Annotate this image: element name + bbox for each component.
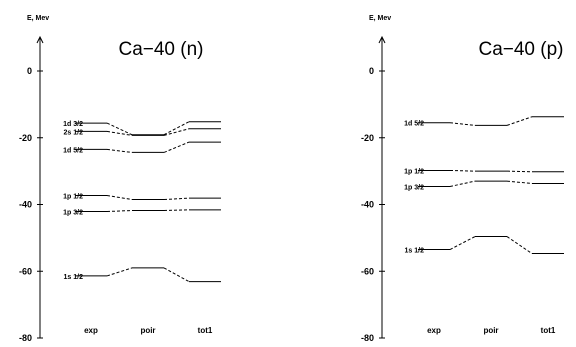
panel-title: Ca−40 (p) (478, 39, 563, 60)
level-connector (163, 141, 190, 153)
level-connector (449, 180, 476, 187)
level-1p-3-2: 1p 3/2 (63, 209, 221, 217)
level-1s-1-2: 1s 1/2 (64, 267, 221, 283)
category-label-tot1: tot1 (541, 326, 556, 335)
level-connector (506, 116, 533, 126)
level-connector (163, 128, 190, 136)
y-tick-label: -20 (19, 133, 32, 143)
category-label-tot1: tot1 (198, 326, 213, 335)
level-connector (163, 197, 190, 200)
level-connector (449, 169, 476, 172)
category-label-exp: exp (427, 326, 441, 335)
y-tick-label: -80 (19, 333, 32, 343)
y-axis-label: E, Mev (369, 15, 391, 22)
level-label: 1d 5/2 (404, 121, 424, 128)
y-tick-label: -20 (361, 133, 374, 143)
panel-2: Ca−40 (p) E, Mev 0 -20 -40 -60 -80 exp poir tot1 1… (361, 15, 564, 343)
y-tick-label: -60 (19, 266, 32, 276)
category-label-exp: exp (84, 326, 98, 335)
y-axis-arrow (378, 35, 386, 44)
y-axis-label: E, Mev (27, 15, 49, 22)
category-label-poir: poir (483, 326, 498, 335)
level-connector (506, 180, 533, 184)
level-1d-3-2: 1d 3/2 (63, 121, 221, 136)
level-connector (506, 170, 533, 173)
level-label: 1s 1/2 (64, 274, 84, 281)
level-label: 1d 3/2 (63, 121, 83, 128)
level-label: 1s 1/2 (405, 248, 425, 255)
y-tick-label: 0 (27, 66, 32, 76)
level-connector (106, 194, 133, 200)
level-connector (163, 209, 190, 212)
y-tick-label: -80 (361, 333, 374, 343)
level-1s-1-2: 1s 1/2 (405, 236, 564, 255)
level-connector (449, 236, 476, 250)
level-connector (449, 122, 476, 126)
level-1d-5-2: 1d 5/2 (404, 116, 564, 128)
level-1p-1-2: 1p 1/2 (63, 193, 221, 200)
y-tick-label: -40 (361, 200, 374, 210)
panel-1: Ca−40 (n) E, Mev 0 -20 -40 -60 -80 exp poir tot1 1… (19, 15, 221, 343)
level-label: 1p 1/2 (63, 193, 83, 200)
level-1p-1-2: 1p 1/2 (404, 168, 564, 175)
y-tick-label: -60 (361, 266, 374, 276)
panel-title: Ca−40 (n) (118, 39, 203, 60)
y-tick-label: 0 (369, 66, 374, 76)
level-connector (163, 267, 190, 283)
level-connector (106, 122, 133, 136)
y-tick-label: -40 (19, 200, 32, 210)
level-label: 1p 1/2 (404, 168, 424, 175)
category-label-poir: poir (140, 326, 155, 335)
level-connector (106, 148, 133, 153)
level-label: 1d 5/2 (63, 147, 83, 154)
level-connector (106, 130, 133, 136)
level-2s-1-2: 2s 1/2 (64, 128, 221, 136)
level-label: 2s 1/2 (64, 129, 84, 136)
level-connector (163, 121, 190, 136)
level-connector (106, 210, 133, 213)
level-connector (506, 236, 533, 254)
y-axis-arrow (36, 35, 44, 44)
level-label: 1p 3/2 (63, 210, 83, 217)
level-connector (106, 267, 133, 277)
level-label: 1p 3/2 (404, 184, 424, 191)
level-1p-3-2: 1p 3/2 (404, 180, 564, 191)
level-1d-5-2: 1d 5/2 (63, 141, 221, 154)
